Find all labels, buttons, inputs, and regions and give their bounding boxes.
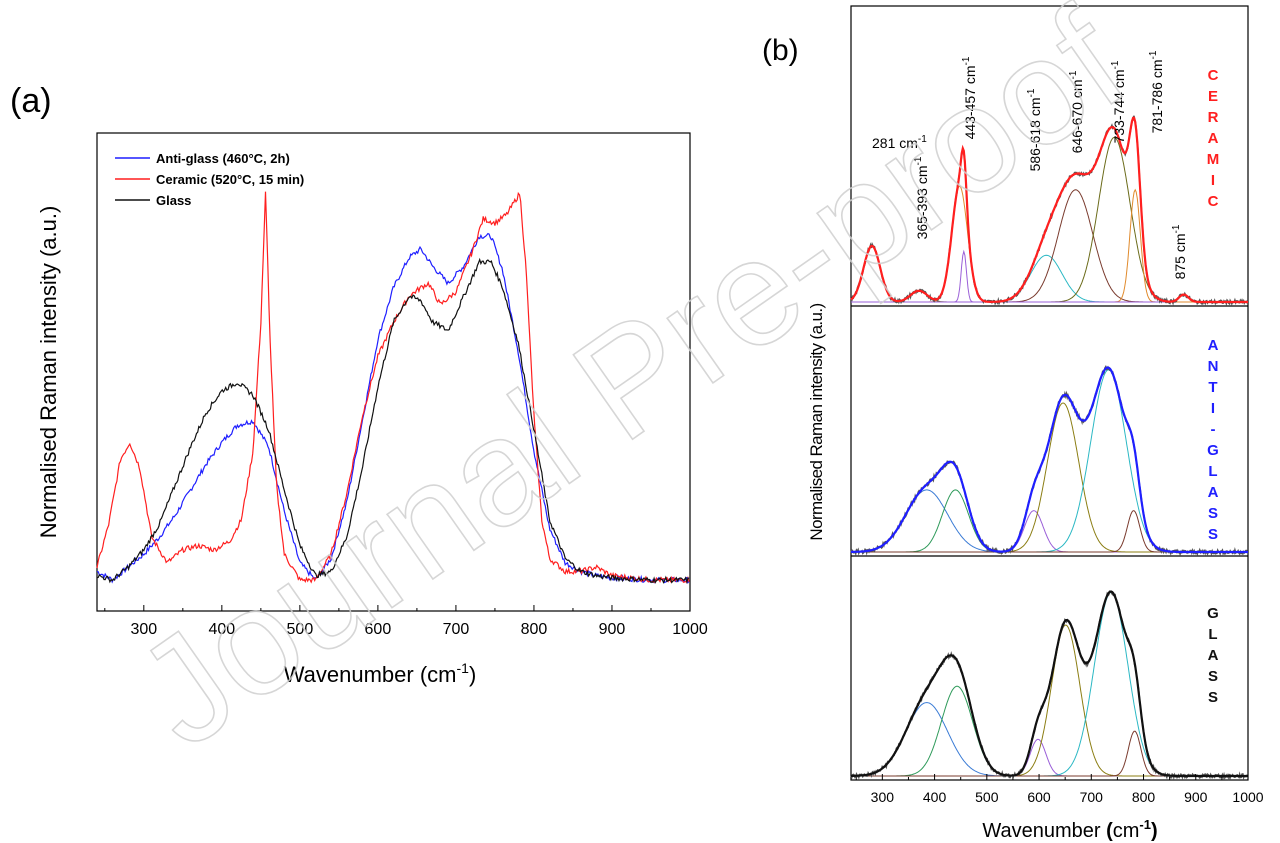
side-label-letter: R xyxy=(1208,109,1219,126)
x-tick-label: 500 xyxy=(287,621,314,638)
panel-a-frame xyxy=(96,132,691,612)
peak-annotation-text: 646-670 cm xyxy=(1069,79,1085,153)
peak-annotation-text: 281 cm xyxy=(872,135,918,151)
fit-envelope xyxy=(851,366,1248,554)
x-tick-label: 800 xyxy=(1132,789,1156,805)
fit-component-6 xyxy=(851,510,1248,553)
side-label-letter: S xyxy=(1208,689,1218,706)
side-label-letter: M xyxy=(1207,151,1220,168)
peak-annotation-text: 586-618 cm xyxy=(1027,97,1043,171)
panel-a-legend: Anti-glass (460°C, 2h) Ceramic (520°C, 15… xyxy=(115,151,304,208)
measured-spectrum xyxy=(850,364,1248,557)
watermark: Journal Pre-proof xyxy=(107,0,1153,779)
x-tick-label: 600 xyxy=(1027,789,1051,805)
x-tick-label: 700 xyxy=(1080,789,1104,805)
side-label-letter: I xyxy=(1211,400,1215,417)
fit-component-4 xyxy=(851,402,1248,553)
side-label-letter: N xyxy=(1208,358,1219,375)
panel-b-ylabel: Normalised Raman intensity (a.u.) xyxy=(807,303,826,540)
panel-a-xaxis: 300 400 500 600 700 800 900 1000 xyxy=(104,605,708,638)
panel-b-xlabel: Wavenumber (cm-1) xyxy=(982,817,1157,842)
x-tick-label: 300 xyxy=(871,789,895,805)
fit-component-3 xyxy=(851,738,1248,777)
peak-annotation-2: 365-393 cm-1 xyxy=(913,156,930,239)
legend-label-2: Ceramic (520°C, 15 min) xyxy=(156,172,304,187)
fit-envelope xyxy=(850,116,1248,304)
peak-annotation-8: 875 cm-1 xyxy=(1171,224,1188,279)
peak-annotation-text: 365-393 cm xyxy=(914,165,930,239)
side-label-letter: S xyxy=(1208,505,1218,522)
panel-a-series-group xyxy=(96,191,690,585)
side-label-letter: A xyxy=(1208,484,1219,501)
fit-component-6 xyxy=(851,730,1248,777)
side-label-letter: G xyxy=(1207,605,1219,622)
side-label-letter: C xyxy=(1208,67,1219,84)
fit-envelope xyxy=(851,590,1248,778)
peak-annotation-sup: -1 xyxy=(1148,50,1159,59)
side-label-letter: S xyxy=(1208,668,1218,685)
peak-annotation-3: 443-457 cm-1 xyxy=(961,56,978,139)
peak-annotation-text: 875 cm xyxy=(1172,233,1188,279)
x-tick-label: 600 xyxy=(365,621,392,638)
x-tick-label: 1000 xyxy=(1232,789,1263,805)
panel-a-label: (a) xyxy=(10,82,52,120)
x-tick-label: 500 xyxy=(975,789,999,805)
peak-annotation-text: 733-744 cm xyxy=(1111,69,1127,143)
side-label-letter: E xyxy=(1208,88,1218,105)
x-tick-label: 800 xyxy=(521,621,548,638)
panel-b-xaxis: 300 400 500 600 700 800 900 1000 xyxy=(855,774,1264,805)
peak-annotation-sup: -1 xyxy=(1110,60,1121,69)
peak-annotation-sup: -1 xyxy=(913,156,924,165)
fit-component-3 xyxy=(851,510,1248,553)
side-label-letter: - xyxy=(1211,421,1216,438)
side-label-letter: A xyxy=(1208,130,1219,147)
peak-annotation-sup: -1 xyxy=(918,134,927,145)
side-label-letter: L xyxy=(1208,463,1217,480)
side-label-letter: S xyxy=(1208,526,1218,543)
peak-annotation-7: 781-786 cm-1 xyxy=(1148,50,1165,133)
x-tick-label: 900 xyxy=(1184,789,1208,805)
series-line-3 xyxy=(96,257,690,585)
x-tick-label: 400 xyxy=(923,789,947,805)
side-label-letter: G xyxy=(1207,442,1219,459)
side-label-letter: A xyxy=(1208,647,1219,664)
x-tick-label: 700 xyxy=(443,621,470,638)
peak-annotation-sup: -1 xyxy=(961,56,972,65)
fit-component-4 xyxy=(851,624,1248,777)
side-label-letter: C xyxy=(1208,193,1219,210)
panel-a: (a) 300 400 500 600 700 800 900 1000 Wavenumber… xyxy=(10,82,708,687)
fit-component-1 xyxy=(851,702,1248,777)
x-tick-label: 1000 xyxy=(672,621,708,638)
peak-annotation-sup: -1 xyxy=(1171,224,1182,233)
legend-label-3: Glass xyxy=(156,193,191,208)
peak-annotation-4: 586-618 cm-1 xyxy=(1026,88,1043,171)
peak-annotation-5: 646-670 cm-1 xyxy=(1068,70,1085,153)
x-tick-label: 900 xyxy=(599,621,626,638)
panel-b-frame xyxy=(850,5,1249,781)
peak-annotation-text: 781-786 cm xyxy=(1149,59,1165,133)
legend-label-1: Anti-glass (460°C, 2h) xyxy=(156,151,290,166)
side-label-letter: L xyxy=(1208,626,1217,643)
peak-annotation-6: 733-744 cm-1 xyxy=(1110,60,1127,143)
fit-component-5 xyxy=(851,369,1248,553)
x-tick-label: 400 xyxy=(208,621,235,638)
panel-b-label: (b) xyxy=(762,34,799,67)
panel-a-ylabel: Normalised Raman intensity (a.u.) xyxy=(36,206,61,539)
peak-annotation-sup: -1 xyxy=(1068,70,1079,79)
peak-annotation-text: 443-457 cm xyxy=(962,65,978,139)
side-label-letter: I xyxy=(1211,172,1215,189)
peak-annotation-sup: -1 xyxy=(1026,88,1037,97)
panel-a-xlabel: Wavenumber (cm-1) xyxy=(284,660,477,687)
x-tick-label: 300 xyxy=(130,621,157,638)
side-label-letter: T xyxy=(1208,379,1217,396)
peak-annotation-1: 281 cm-1 xyxy=(872,134,927,151)
side-label-letter: A xyxy=(1208,337,1219,354)
